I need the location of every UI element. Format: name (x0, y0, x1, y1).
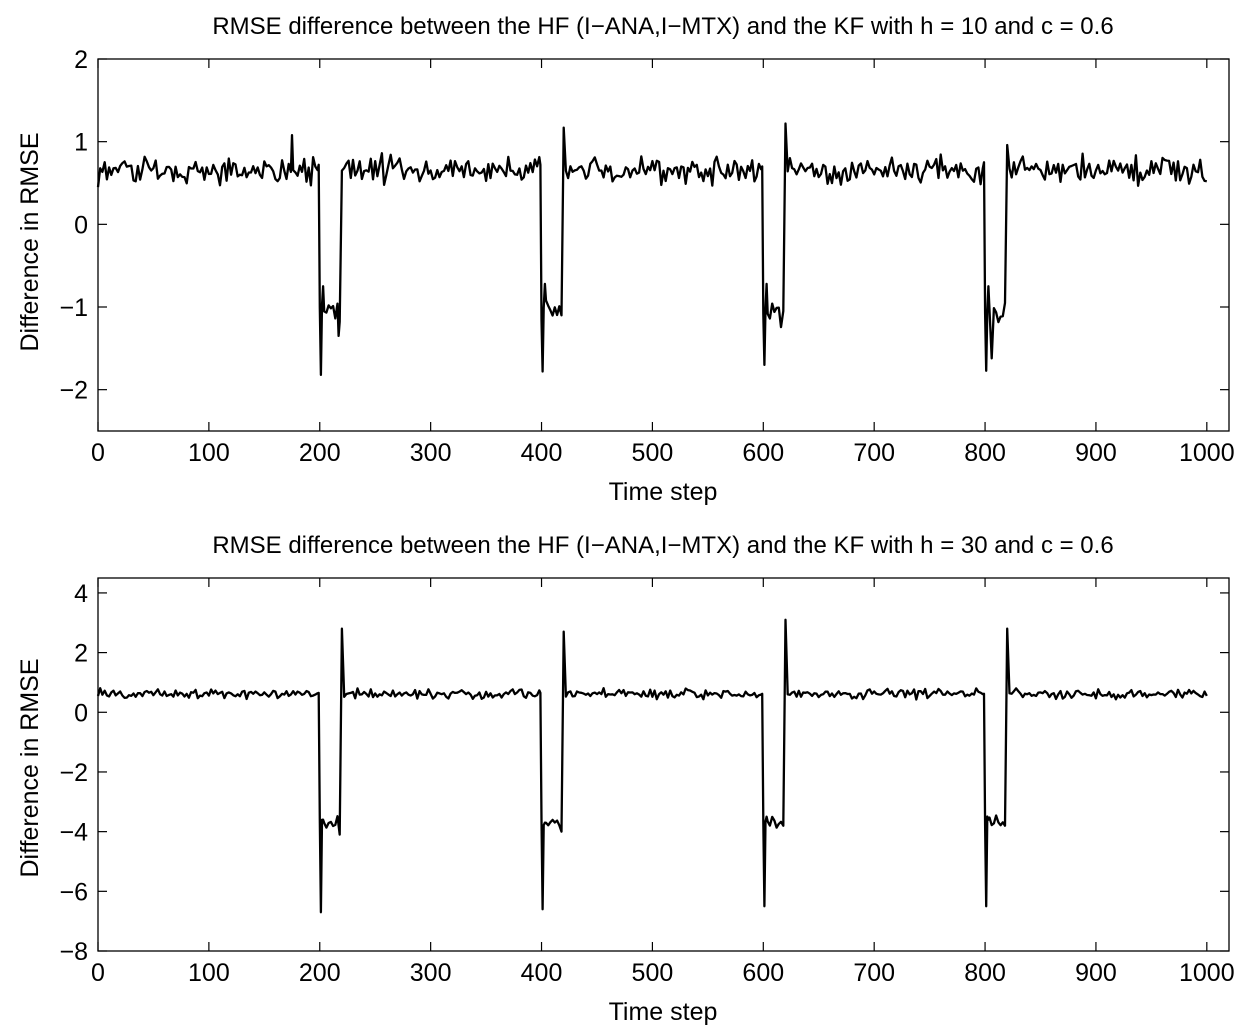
x-tick-label: 500 (632, 439, 674, 467)
y-axis-label: Difference in RMSE (16, 132, 44, 351)
x-tick-label: 700 (853, 959, 895, 987)
series-line (96, 618, 1208, 914)
chart-title: RMSE difference between the HF (I−ANA,I−… (212, 532, 1113, 559)
axes-frame (97, 58, 1230, 432)
x-tick-label: 800 (964, 439, 1006, 467)
x-axis-label: Time step (609, 998, 718, 1026)
y-tick-label: 0 (74, 699, 88, 727)
y-tick-label: −2 (59, 759, 88, 787)
x-tick-label: 800 (964, 959, 1006, 987)
chart-title: RMSE difference between the HF (I−ANA,I−… (212, 13, 1113, 40)
y-tick-label: 4 (74, 580, 88, 608)
x-tick-label: 300 (410, 959, 452, 987)
y-tick-label: −1 (59, 294, 88, 322)
x-tick-label: 400 (521, 959, 563, 987)
plot-area: 0 100 200 300 400 500 600 700 800 900 1000 2 1 0 −1 −2 (59, 46, 1234, 467)
x-tick-label: 600 (742, 959, 784, 987)
y-tick-label: −2 (59, 377, 88, 405)
x-tick-label: 0 (91, 959, 105, 987)
x-tick-label: 1000 (1179, 439, 1235, 467)
y-tick-label: 2 (74, 46, 88, 74)
x-tick-label: 200 (299, 439, 341, 467)
chart-panel-top: RMSE difference between the HF (I−ANA,I−… (16, 13, 1235, 506)
plot-area: 0 100 200 300 400 500 600 700 800 900 1000 4 2 0 −2 −4 −… (59, 577, 1235, 987)
x-tick-label: 0 (91, 439, 105, 467)
x-tick-label: 700 (853, 439, 895, 467)
x-tick-label: 200 (299, 959, 341, 987)
x-tick-label: 500 (632, 959, 674, 987)
axes-frame (97, 577, 1230, 952)
chart-panel-bottom: RMSE difference between the HF (I−ANA,I−… (16, 532, 1235, 1026)
x-tick-label: 400 (521, 439, 563, 467)
y-tick-label: 0 (74, 211, 88, 239)
series-line (96, 122, 1208, 376)
x-axis-label: Time step (609, 478, 718, 506)
x-tick-label: 900 (1075, 959, 1117, 987)
y-tick-label: −4 (59, 819, 88, 847)
x-tick-label: 300 (410, 439, 452, 467)
x-tick-label: 1000 (1179, 959, 1235, 987)
x-tick-label: 600 (742, 439, 784, 467)
x-tick-label: 100 (188, 959, 230, 987)
y-tick-label: 1 (74, 129, 88, 157)
y-tick-label: 2 (74, 640, 88, 668)
x-tick-label: 100 (188, 439, 230, 467)
y-tick-label: −8 (59, 938, 88, 966)
x-tick-label: 900 (1075, 439, 1117, 467)
y-axis-label: Difference in RMSE (16, 658, 44, 877)
y-tick-label: −6 (59, 878, 88, 906)
